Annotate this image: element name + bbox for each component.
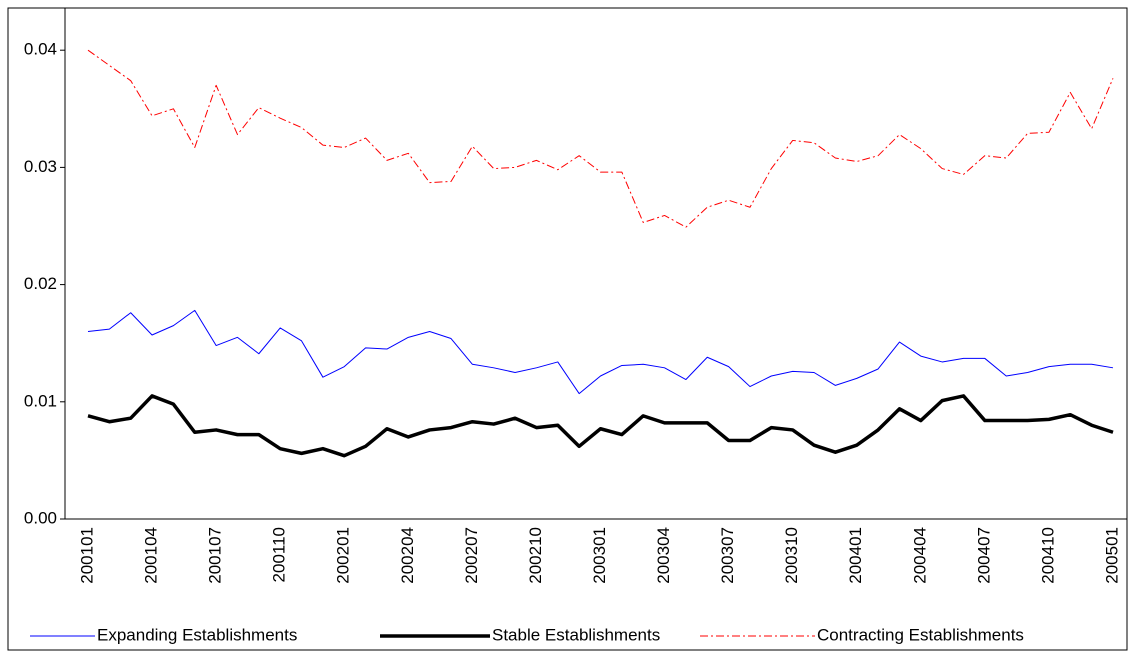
x-tick-label: 200407 [974,527,993,584]
x-tick-label: 200104 [142,527,161,584]
legend-label: Stable Establishments [492,625,660,644]
x-tick-label: 200307 [718,527,737,584]
x-tick-label: 200304 [654,527,673,584]
x-tick-label: 200401 [846,527,865,584]
y-tick-label: 0.03 [24,157,57,176]
legend-label: Contracting Establishments [817,625,1024,644]
line-series [87,309,1114,395]
x-tick-label: 200204 [398,527,417,584]
x-tick-label: 200501 [1102,527,1121,584]
x-tick-label: 200210 [526,527,545,584]
x-tick-label: 200101 [77,527,96,584]
x-tick-label: 200110 [270,527,289,582]
x-tick-label: 200310 [782,527,801,584]
y-tick-label: 0.04 [24,40,57,59]
line-series [87,394,1114,458]
y-tick-label: 0.01 [24,391,57,410]
x-tick-label: 200201 [334,527,353,584]
x-tick-label: 200301 [590,527,609,584]
legend-label: Expanding Establishments [97,625,297,644]
x-tick-label: 200404 [910,527,929,584]
y-tick-label: 0.00 [24,508,57,527]
x-tick-label: 200410 [1038,527,1057,584]
line-series [87,49,1114,228]
x-tick-label: 200207 [462,527,481,584]
y-tick-label: 0.02 [24,274,57,293]
chart-frame [7,7,1128,651]
x-tick-label: 200107 [206,527,225,584]
